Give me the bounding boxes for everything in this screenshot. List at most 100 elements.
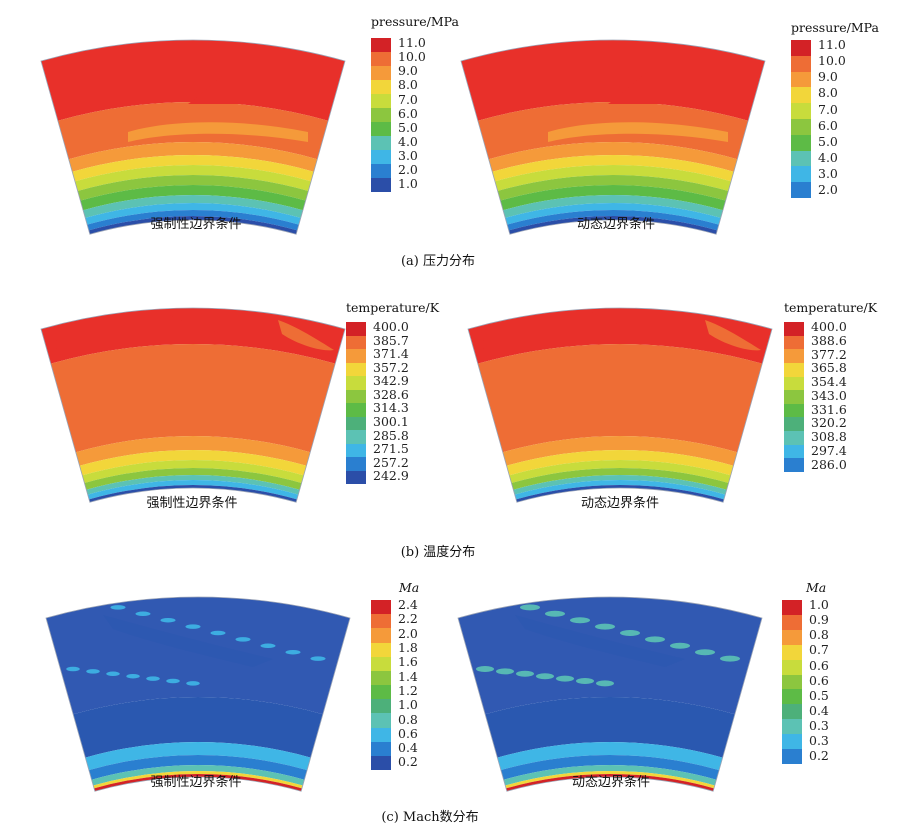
sector-outline xyxy=(40,39,346,235)
legend-tick-label: 257.2 xyxy=(373,454,409,470)
legend-tick-label: 3.0 xyxy=(398,148,418,164)
legend-swatch xyxy=(346,349,366,363)
legend-swatch xyxy=(371,600,391,615)
legend-tick-label: 328.6 xyxy=(373,386,409,402)
legend-tick-label: 4.0 xyxy=(818,150,838,166)
legend-swatch xyxy=(371,178,391,192)
legend-swatch xyxy=(784,390,804,404)
legend-swatch xyxy=(371,699,391,714)
legend-swatch xyxy=(371,80,391,94)
contour-band xyxy=(705,320,761,351)
figure-caption: (c) Mach数分布 xyxy=(381,810,479,825)
legend-tick-label: 2.0 xyxy=(398,162,418,178)
contour-band xyxy=(477,344,763,453)
shock-streak-spot xyxy=(495,598,515,604)
legend-swatch xyxy=(371,66,391,80)
contour-band xyxy=(74,165,312,191)
temperature-contour-plot-forced xyxy=(38,300,348,503)
hot-region xyxy=(158,308,345,360)
legend-swatch xyxy=(371,685,391,700)
legend-swatch xyxy=(371,755,391,771)
legend-swatch xyxy=(791,166,811,183)
legend-tick-label: 11.0 xyxy=(818,37,846,52)
temperature-contour-plot-dynamic xyxy=(465,300,775,503)
contour-band xyxy=(500,755,720,780)
contour-band xyxy=(514,480,726,500)
sector-outline xyxy=(45,596,351,792)
contour-svg xyxy=(457,596,763,792)
legend-tick-label: 285.8 xyxy=(373,427,409,443)
contour-band xyxy=(91,765,305,786)
contour-svg xyxy=(460,39,766,235)
shock-streak-spot xyxy=(670,642,690,649)
legend-title: Ma xyxy=(806,580,827,595)
high-pressure-region xyxy=(608,72,765,104)
legend-tick-label: 1.8 xyxy=(398,639,418,655)
contour-band xyxy=(503,765,717,786)
legend-tick-label: 0.8 xyxy=(398,711,418,727)
legend-tick-label: 10.0 xyxy=(818,53,846,69)
legend-swatch xyxy=(371,670,391,686)
contour-band xyxy=(485,697,735,758)
contour-band xyxy=(128,122,308,142)
legend-tick-label: 242.9 xyxy=(373,468,409,484)
legend-swatch xyxy=(346,335,366,349)
legend-swatch xyxy=(782,644,802,660)
legend-tick-label: 331.6 xyxy=(811,401,847,417)
legend-tick-label: 357.2 xyxy=(373,359,409,375)
legend-swatch xyxy=(371,642,391,657)
legend-tick-label: 0.9 xyxy=(809,612,829,628)
shock-streak-spot xyxy=(146,676,160,681)
pressure-contour-plot-forced xyxy=(38,32,348,235)
legend-swatch xyxy=(784,417,804,432)
legend-tick-label: 1.6 xyxy=(398,654,418,670)
shock-streak-spot xyxy=(135,611,151,617)
legend-tick-labels: 1.0 0.9 0.8 0.7 0.6 0.6 0.5 0.4 0.3 0.3 0.2 xyxy=(809,597,829,764)
hot-region xyxy=(41,320,57,353)
legend-title: pressure/MPa xyxy=(371,14,459,29)
legend-swatch xyxy=(782,734,802,750)
legend-swatch xyxy=(784,349,804,363)
shock-streak-spot xyxy=(516,670,534,677)
legend-swatch xyxy=(782,749,802,764)
mach-contour-plot-dynamic xyxy=(455,589,765,792)
legend-tick-label: 0.2 xyxy=(809,748,829,764)
legend-swatch xyxy=(791,134,811,151)
legend-swatch xyxy=(371,741,391,756)
legend-swatch xyxy=(346,430,366,444)
legend-swatch xyxy=(346,322,366,336)
shock-streak-spot xyxy=(310,656,326,661)
contour-band xyxy=(89,485,297,503)
sector-outline xyxy=(457,596,763,792)
shock-streak-spot xyxy=(576,678,594,684)
contour-band xyxy=(77,174,309,201)
sector-outline xyxy=(40,307,346,503)
contour-band xyxy=(548,122,728,142)
contour-band xyxy=(278,320,334,351)
legend-tick-label: 400.0 xyxy=(373,319,409,334)
contour-svg xyxy=(45,596,351,792)
legend-color-bar xyxy=(371,38,391,192)
contour-band xyxy=(509,460,731,484)
legend-swatch xyxy=(782,719,802,735)
legend-tick-label: 0.4 xyxy=(398,740,418,756)
shock-streak-spot xyxy=(260,643,276,649)
legend-tick-label: 1.0 xyxy=(398,176,418,192)
legend-color-bar xyxy=(371,600,391,771)
contour-band xyxy=(511,468,729,490)
plot-label: 强制性边界条件 xyxy=(150,217,242,232)
shock-streak-spot xyxy=(66,666,80,672)
legend-tick-label: 7.0 xyxy=(398,91,418,107)
contour-band xyxy=(68,142,318,172)
legend-tick-label: 1.0 xyxy=(809,597,829,612)
contour-band xyxy=(84,468,302,490)
legend-swatch xyxy=(791,182,811,198)
legend-swatch xyxy=(782,600,802,615)
plot-label: 强制性边界条件 xyxy=(150,775,242,790)
legend-swatch xyxy=(371,136,391,150)
legend-tick-label: 0.3 xyxy=(809,718,829,734)
legend-title: pressure/MPa xyxy=(791,20,879,35)
figure-caption: (a) 压力分布 xyxy=(400,254,476,269)
legend-tick-label: 1.4 xyxy=(398,668,418,684)
contour-band xyxy=(86,475,300,495)
